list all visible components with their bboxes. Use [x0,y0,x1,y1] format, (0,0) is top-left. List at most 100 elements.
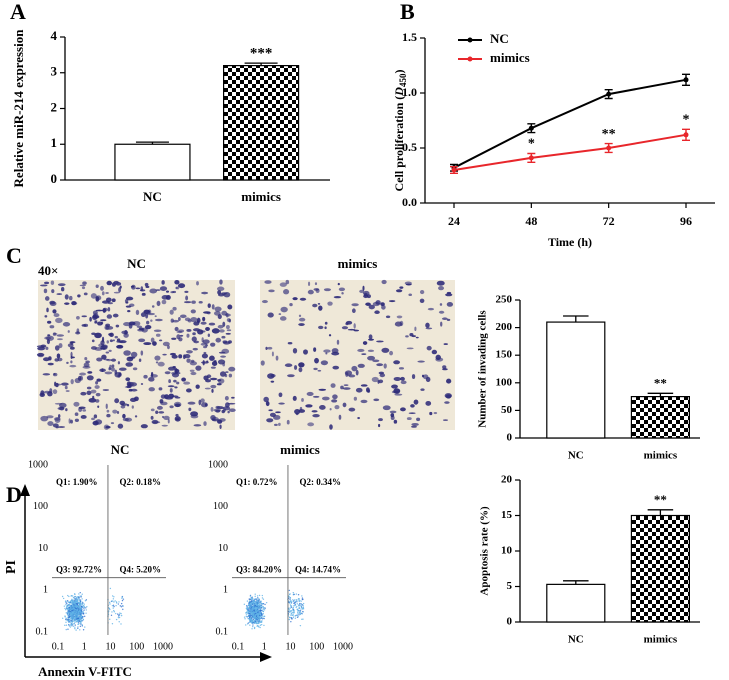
stained-cell [419,298,425,303]
stained-cell [89,316,92,322]
stained-cell [150,408,155,412]
event-dot [84,600,87,602]
stained-cell [102,389,110,391]
event-dot [257,618,259,620]
stained-cell [338,414,342,420]
stained-cell [53,313,60,318]
event-dot [296,608,298,611]
quadrant-label: Q3: 84.20% [236,565,282,575]
event-dot [77,595,79,598]
event-dot [293,615,295,617]
event-dot [301,597,304,599]
event-dot [245,613,248,615]
stained-cell [445,394,452,399]
stained-cell [69,364,77,368]
event-dot [83,607,85,609]
legend-label: NC [490,31,509,46]
event-dot [65,624,68,626]
event-dot [259,626,261,629]
event-dot [77,626,79,628]
stained-cell [181,377,186,382]
point [683,77,689,83]
stained-cell [347,328,356,331]
stained-cell [331,399,338,403]
stained-cell [427,307,434,311]
y-tick-label: 0.5 [402,140,417,154]
event-dot [65,621,67,623]
event-dot [77,613,79,616]
event-dot [258,599,260,601]
stained-cell [203,351,207,354]
stained-cell [70,360,73,364]
stained-cell [353,323,356,329]
event-dot [243,603,246,606]
y-tick-label: 1 [223,585,228,596]
event-dot [252,607,255,610]
stained-cell [90,389,97,394]
x-tick-label: 96 [680,214,692,228]
magnification: 40× [38,263,58,278]
stained-cell [191,300,196,304]
event-dot [74,627,76,630]
stained-cell [125,301,129,304]
stained-cell [381,279,387,285]
stained-cell [366,294,371,299]
stained-cell [446,318,451,321]
event-dot [301,604,304,606]
event-dot [254,605,257,607]
event-dot [297,609,299,612]
stained-cell [292,347,298,354]
event-dot [259,624,262,626]
stained-cell [400,380,407,385]
stained-cell [57,338,63,341]
event-dot [120,606,123,608]
event-dot [250,610,253,612]
stained-cell [210,406,214,412]
stained-cell [214,306,222,312]
stained-cell [90,293,97,299]
x-tick-label: 10 [106,641,116,652]
stained-cell [275,355,279,361]
event-dot [67,601,70,603]
stained-cell [400,407,406,412]
stained-cell [70,419,73,424]
event-dot [83,609,85,611]
event-dot [78,593,80,595]
event-dot [290,617,293,619]
event-dot [78,603,81,606]
stained-cell [193,424,202,427]
event-dot [67,612,70,614]
arrow-head [20,484,30,496]
event-dot [257,601,260,603]
y-tick-label: 1.0 [402,85,417,99]
event-dot [289,604,292,606]
event-dot [248,613,250,615]
event-dot [260,621,263,624]
y-tick-label: 1000 [208,459,228,470]
event-dot [252,624,254,626]
event-dot [70,602,72,605]
series-line [453,78,687,169]
stained-cell [132,321,141,327]
stained-cell [165,295,171,300]
stained-cell [332,365,340,370]
stained-cell [54,417,61,421]
event-dot [79,629,81,631]
event-dot [120,612,122,615]
event-dot [75,611,78,614]
stained-cell [178,329,185,333]
panel-label: B [400,0,415,24]
event-dot [302,598,304,601]
stained-cell [97,321,103,326]
stained-cell [220,355,227,358]
stained-cell [136,325,143,328]
stained-cell [329,424,333,430]
stained-cell [224,396,229,401]
stained-cell [396,315,403,319]
stained-cell [143,374,148,379]
stained-cell [117,374,121,378]
stained-cell [278,422,281,426]
stained-cell [176,334,181,340]
stained-cell [107,307,111,312]
point [528,125,534,131]
